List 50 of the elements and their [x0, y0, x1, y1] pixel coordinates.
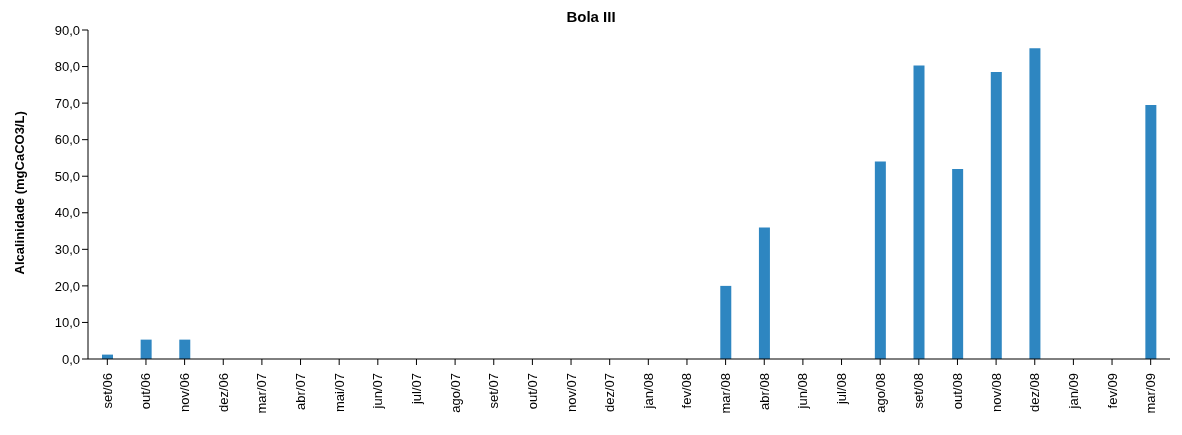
x-tick-label: dez/06 [215, 373, 231, 413]
x-tick-label: set/08 [911, 373, 927, 409]
x-tick-label: mar/08 [718, 373, 734, 414]
x-tick-label: abr/08 [756, 373, 772, 410]
x-tick-label: abr/07 [293, 373, 309, 410]
x-tick-label: nov/07 [563, 373, 579, 413]
y-axis-title: Alcalinidade (mgCaCO3/L) [11, 111, 27, 275]
bar [913, 65, 925, 359]
chart-title: Bola III [566, 8, 616, 25]
y-tick-label: 50,0 [54, 168, 80, 184]
x-tick-label: mar/07 [254, 373, 270, 414]
x-tick-label: fev/09 [1104, 373, 1120, 409]
bar [952, 168, 964, 359]
x-tick-label: out/06 [138, 373, 154, 410]
x-tick-label: mai/07 [331, 373, 347, 413]
bar [140, 339, 152, 359]
bar [1145, 104, 1157, 359]
y-tick-label: 20,0 [54, 278, 80, 294]
bar [990, 72, 1002, 359]
x-tick-label: out/07 [524, 373, 540, 410]
y-tick-label: 70,0 [54, 95, 80, 111]
x-tick-label: jul/08 [834, 373, 850, 406]
x-tick-label: jan/09 [1065, 373, 1081, 410]
x-tick-label: dez/07 [602, 373, 618, 413]
x-tick-label: out/08 [949, 373, 965, 410]
bar [758, 227, 770, 359]
x-tick-label: ago/07 [447, 373, 463, 413]
x-tick-label: set/07 [486, 373, 502, 409]
y-tick-label: 40,0 [54, 205, 80, 221]
x-tick-label: jun/07 [370, 373, 386, 410]
x-tick-label: ago/08 [872, 373, 888, 413]
x-tick-label: set/06 [99, 373, 115, 409]
x-tick-label: dez/08 [1027, 373, 1043, 413]
bar [720, 285, 732, 359]
bar [874, 161, 886, 359]
x-tick-label: nov/06 [177, 373, 193, 413]
bar [179, 339, 191, 359]
y-tick-label: 0,0 [61, 351, 80, 367]
x-tick-label: jul/07 [408, 373, 424, 406]
y-tick-label: 10,0 [54, 315, 80, 331]
x-tick-label: jun/08 [795, 373, 811, 410]
y-tick-label: 30,0 [54, 241, 80, 257]
y-tick-label: 60,0 [54, 132, 80, 148]
y-tick-label: 80,0 [54, 59, 80, 75]
x-tick-label: jan/08 [640, 373, 656, 410]
x-tick-label: mar/09 [1143, 373, 1159, 414]
x-tick-label: fev/08 [679, 373, 695, 409]
y-tick-label: 90,0 [54, 22, 80, 38]
bar [1029, 48, 1041, 359]
x-tick-label: nov/08 [988, 373, 1004, 413]
